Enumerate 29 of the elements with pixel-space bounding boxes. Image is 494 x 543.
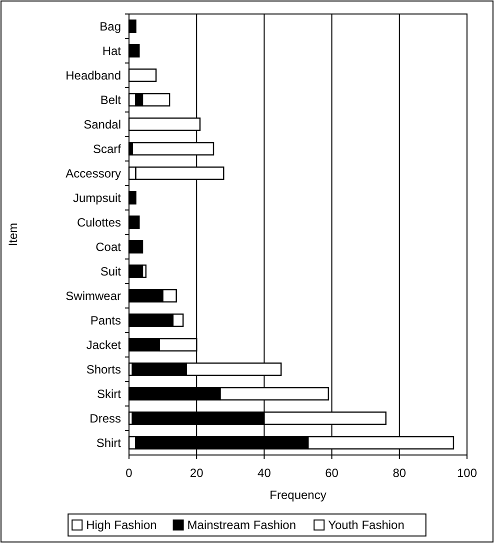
x-tick-label: 20: [190, 466, 204, 480]
y-tick-label: Sandal: [84, 117, 121, 132]
legend-label: Youth Fashion: [328, 518, 404, 532]
x-tick-label: 80: [392, 466, 406, 480]
x-tick-label: 0: [126, 466, 133, 480]
y-tick-label: Jumpsuit: [72, 190, 122, 205]
y-tick-label: Bag: [100, 19, 121, 34]
y-tick-label: Coat: [96, 240, 122, 254]
y-tick-label: Culottes: [76, 215, 121, 230]
x-axis-title: Frequency: [270, 488, 326, 502]
y-tick-label: Shirt: [96, 436, 122, 450]
y-tick-label: Swimwear: [66, 288, 121, 303]
y-tick-label: Headband: [66, 68, 121, 82]
y-tick-label: Scarf: [92, 142, 122, 156]
y-axis-title: Item: [6, 222, 20, 246]
y-tick-label: Accessory: [66, 166, 121, 180]
y-tick-label: Skirt: [97, 386, 122, 401]
y-tick-label: Dress: [90, 411, 121, 426]
y-tick-label: Shorts: [86, 362, 121, 376]
legend-label: High Fashion: [86, 518, 157, 532]
y-tick-label: Suit: [100, 264, 122, 278]
x-tick-label: 100: [456, 466, 478, 480]
y-tick-label: Pants: [90, 313, 121, 328]
legend-label: Mainstream Fashion: [187, 518, 296, 532]
y-tick-label: Jacket: [86, 338, 122, 352]
x-tick-label: 60: [325, 466, 339, 480]
y-tick-label: Belt: [100, 92, 122, 107]
x-tick-label: 40: [258, 466, 272, 480]
y-tick-label: Hat: [102, 44, 122, 58]
